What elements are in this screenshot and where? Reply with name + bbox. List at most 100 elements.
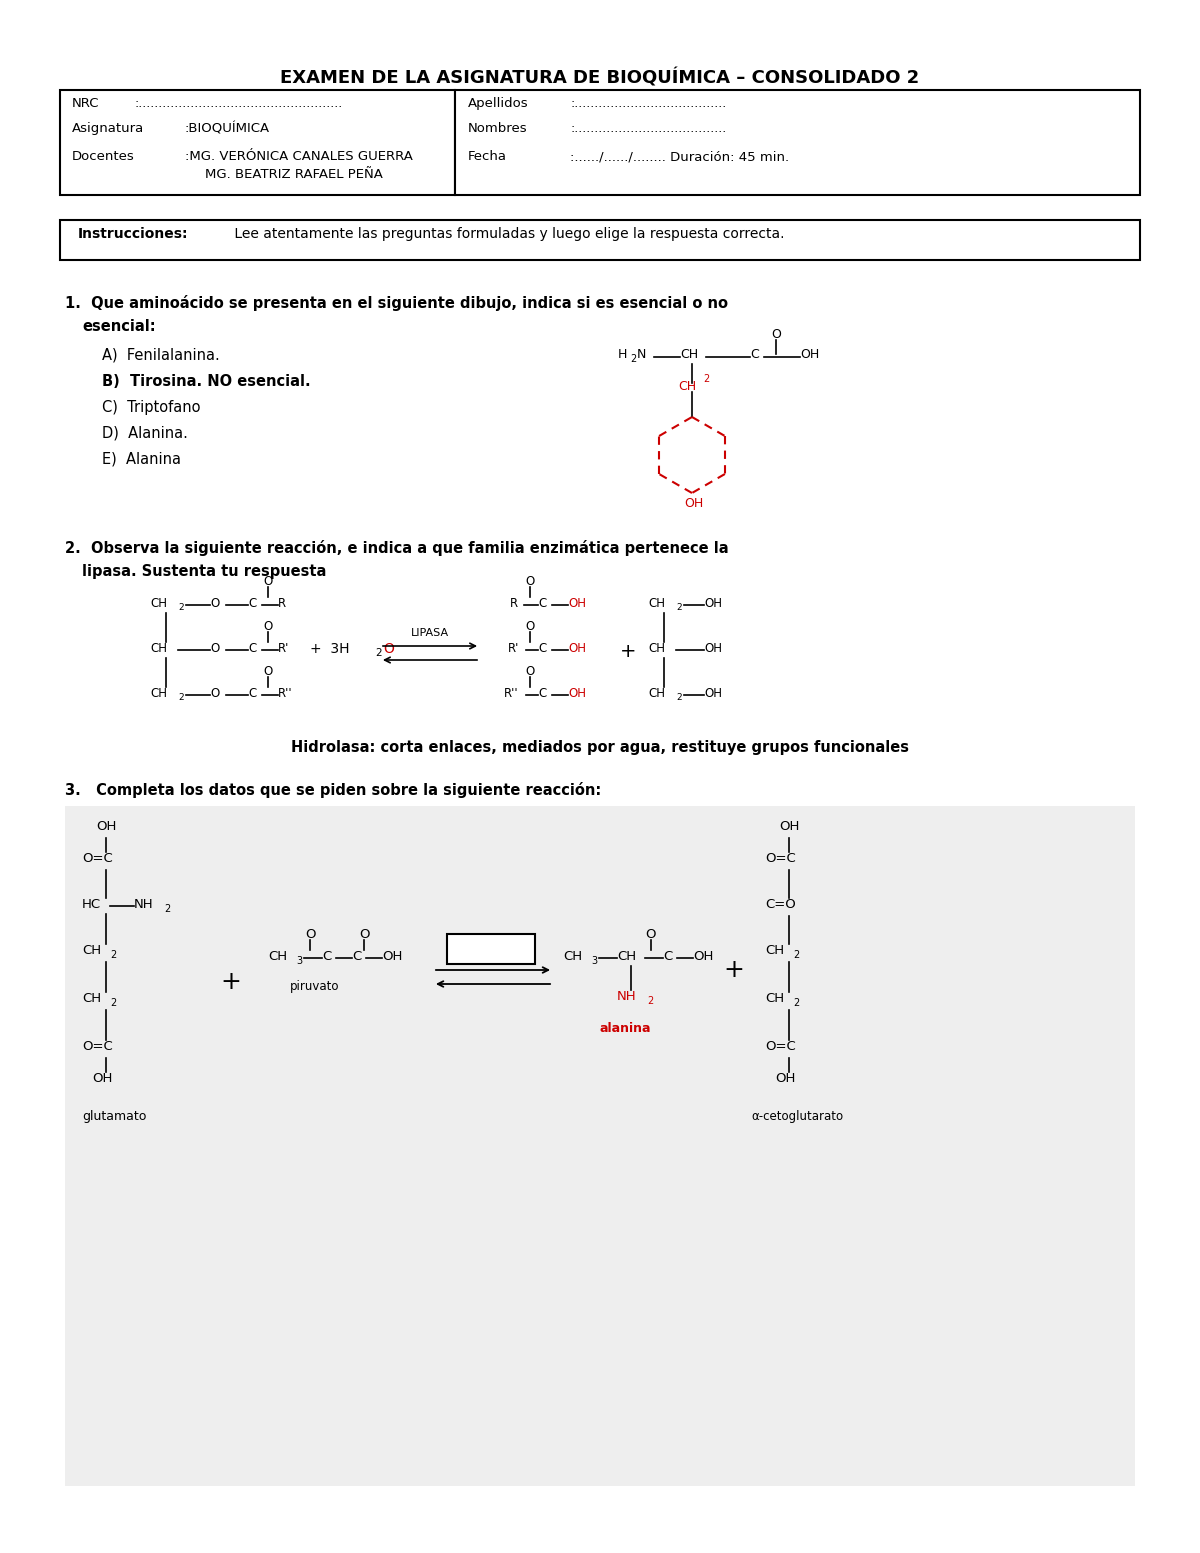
Text: EXAMEN DE LA ASIGNATURA DE BIOQUÍMICA – CONSOLIDADO 2: EXAMEN DE LA ASIGNATURA DE BIOQUÍMICA – … bbox=[281, 68, 919, 87]
Text: C: C bbox=[538, 641, 546, 655]
Text: E)  Alanina: E) Alanina bbox=[102, 452, 181, 467]
Text: O: O bbox=[210, 641, 220, 655]
Text: O: O bbox=[383, 641, 394, 655]
Text: OH: OH bbox=[92, 1072, 113, 1086]
Text: A)  Fenilalanina.: A) Fenilalanina. bbox=[102, 348, 220, 363]
Text: O: O bbox=[210, 686, 220, 700]
Text: C: C bbox=[662, 950, 672, 963]
Text: C: C bbox=[538, 686, 546, 700]
Text: Hidrolasa: corta enlaces, mediados por agua, restituye grupos funcionales: Hidrolasa: corta enlaces, mediados por a… bbox=[292, 739, 910, 755]
Text: α-cetoglutarato: α-cetoglutarato bbox=[751, 1110, 844, 1123]
Text: 2: 2 bbox=[374, 648, 382, 658]
Text: R': R' bbox=[278, 641, 289, 655]
Text: CH: CH bbox=[648, 641, 665, 655]
Text: C: C bbox=[538, 596, 546, 610]
Text: 2: 2 bbox=[110, 999, 116, 1008]
Text: OH: OH bbox=[568, 641, 586, 655]
Text: O: O bbox=[263, 665, 272, 679]
Text: +: + bbox=[620, 641, 636, 662]
Text: esencial:: esencial: bbox=[82, 318, 156, 334]
Text: Asignatura: Asignatura bbox=[72, 123, 144, 135]
Text: C: C bbox=[248, 596, 257, 610]
Text: C)  Triptofano: C) Triptofano bbox=[102, 401, 200, 415]
Text: C: C bbox=[248, 641, 257, 655]
Text: H: H bbox=[618, 348, 628, 360]
Text: CH: CH bbox=[680, 348, 698, 360]
Text: CH: CH bbox=[563, 950, 582, 963]
Text: 2: 2 bbox=[676, 693, 682, 702]
Text: NH: NH bbox=[134, 898, 154, 912]
Text: LIPASA: LIPASA bbox=[410, 627, 449, 638]
Bar bbox=[446, 933, 535, 964]
Text: O=C: O=C bbox=[82, 853, 113, 865]
Text: :....../....../........ Duración: 45 min.: :....../....../........ Duración: 45 min… bbox=[570, 151, 790, 163]
Bar bbox=[65, 806, 1135, 1486]
Text: OH: OH bbox=[704, 641, 722, 655]
Text: Docentes: Docentes bbox=[72, 151, 134, 163]
Text: O=C: O=C bbox=[82, 1041, 113, 1053]
Text: :...................................................: :.......................................… bbox=[134, 96, 343, 110]
Text: Fecha: Fecha bbox=[468, 151, 508, 163]
Bar bbox=[60, 221, 1140, 259]
Text: OH: OH bbox=[800, 348, 820, 360]
Text: :......................................: :...................................... bbox=[570, 96, 726, 110]
Text: CH: CH bbox=[150, 596, 167, 610]
Text: R: R bbox=[278, 596, 286, 610]
Text: O=C: O=C bbox=[766, 853, 796, 865]
Text: O: O bbox=[646, 929, 656, 941]
Text: O: O bbox=[263, 620, 272, 634]
Text: 2: 2 bbox=[164, 904, 170, 915]
Text: 3: 3 bbox=[296, 957, 302, 966]
Text: glutamato: glutamato bbox=[82, 1110, 146, 1123]
Bar bbox=[60, 90, 455, 196]
Text: C: C bbox=[352, 950, 361, 963]
Text: HC: HC bbox=[82, 898, 101, 912]
Text: 3: 3 bbox=[592, 957, 598, 966]
Text: OH: OH bbox=[779, 820, 799, 832]
Text: OH: OH bbox=[568, 686, 586, 700]
Text: CH: CH bbox=[150, 686, 167, 700]
Text: 2: 2 bbox=[178, 693, 184, 702]
Text: 1.  Que aminoácido se presenta en el siguiente dibujo, indica si es esencial o n: 1. Que aminoácido se presenta en el sigu… bbox=[65, 295, 728, 311]
Text: MG. BEATRIZ RAFAEL PEÑA: MG. BEATRIZ RAFAEL PEÑA bbox=[205, 168, 383, 182]
Text: O: O bbox=[210, 596, 220, 610]
Text: C=O: C=O bbox=[766, 898, 796, 912]
Text: Instrucciones:: Instrucciones: bbox=[78, 227, 188, 241]
Text: :BIOQUÍMICA: :BIOQUÍMICA bbox=[185, 123, 270, 135]
Text: CH: CH bbox=[766, 992, 784, 1005]
Text: NH: NH bbox=[617, 989, 637, 1003]
Text: Apellidos: Apellidos bbox=[468, 96, 529, 110]
Text: CH: CH bbox=[82, 992, 101, 1005]
Text: O=C: O=C bbox=[766, 1041, 796, 1053]
Text: lipasa. Sustenta tu respuesta: lipasa. Sustenta tu respuesta bbox=[82, 564, 326, 579]
Text: CH: CH bbox=[82, 944, 101, 957]
Text: C: C bbox=[750, 348, 758, 360]
Text: :MG. VERÓNICA CANALES GUERRA: :MG. VERÓNICA CANALES GUERRA bbox=[185, 151, 413, 163]
Text: 2: 2 bbox=[647, 995, 653, 1006]
Text: Nombres: Nombres bbox=[468, 123, 528, 135]
Text: O: O bbox=[526, 575, 535, 589]
Text: 2: 2 bbox=[178, 603, 184, 612]
Text: O: O bbox=[263, 575, 272, 589]
Text: +: + bbox=[220, 971, 241, 994]
Text: OH: OH bbox=[96, 820, 116, 832]
Text: CH: CH bbox=[766, 944, 784, 957]
Text: :......................................: :...................................... bbox=[570, 123, 726, 135]
Text: O: O bbox=[305, 929, 316, 941]
Text: R'': R'' bbox=[504, 686, 518, 700]
Text: O: O bbox=[772, 328, 781, 342]
Text: R': R' bbox=[508, 641, 520, 655]
Text: 2: 2 bbox=[630, 354, 636, 363]
Text: CH: CH bbox=[268, 950, 287, 963]
Text: O: O bbox=[526, 665, 535, 679]
Text: D)  Alanina.: D) Alanina. bbox=[102, 426, 188, 441]
Text: CH: CH bbox=[648, 596, 665, 610]
Text: 2: 2 bbox=[793, 999, 799, 1008]
Text: CH: CH bbox=[678, 380, 696, 393]
Text: OH: OH bbox=[382, 950, 402, 963]
Text: C: C bbox=[322, 950, 331, 963]
Text: OH: OH bbox=[704, 596, 722, 610]
Text: CH: CH bbox=[648, 686, 665, 700]
Text: Lee atentamente las preguntas formuladas y luego elige la respuesta correcta.: Lee atentamente las preguntas formuladas… bbox=[230, 227, 785, 241]
Text: OH: OH bbox=[684, 497, 703, 509]
